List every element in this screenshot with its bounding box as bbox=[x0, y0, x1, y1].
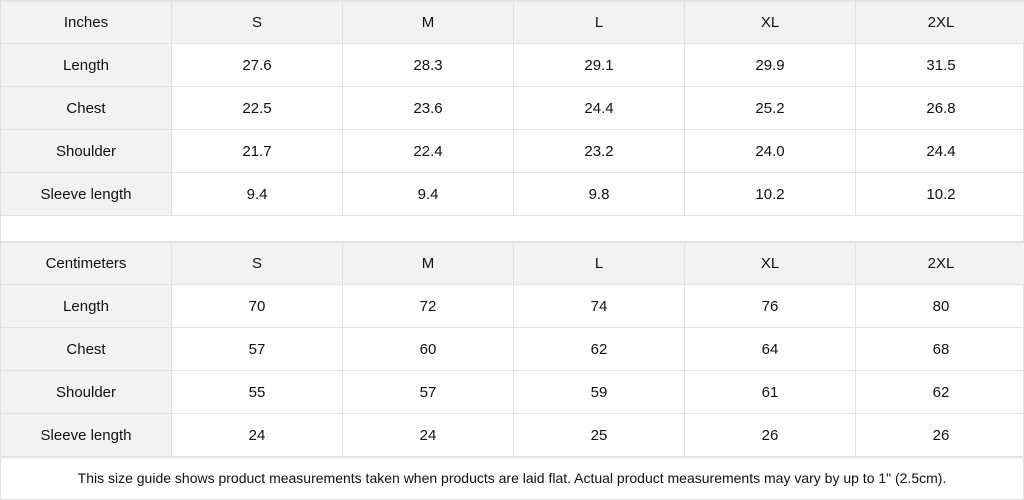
measurement-value: 10.2 bbox=[856, 173, 1024, 216]
measurement-value: 62 bbox=[514, 328, 685, 371]
size-header: 2XL bbox=[856, 2, 1024, 44]
measurement-value: 31.5 bbox=[856, 44, 1024, 87]
measurement-value: 26 bbox=[856, 414, 1024, 457]
measurement-label: Sleeve length bbox=[1, 414, 172, 457]
measurement-label: Shoulder bbox=[1, 130, 172, 173]
measurement-value: 70 bbox=[172, 285, 343, 328]
measurement-value: 29.1 bbox=[514, 44, 685, 87]
measurement-value: 24 bbox=[172, 414, 343, 457]
size-guide-footnote: This size guide shows product measuremen… bbox=[1, 457, 1023, 499]
measurement-value: 22.5 bbox=[172, 87, 343, 130]
measurement-value: 23.6 bbox=[343, 87, 514, 130]
size-header: L bbox=[514, 2, 685, 44]
measurement-label: Shoulder bbox=[1, 371, 172, 414]
measurement-value: 57 bbox=[343, 371, 514, 414]
measurement-value: 24.4 bbox=[856, 130, 1024, 173]
measurement-value: 25 bbox=[514, 414, 685, 457]
measurement-value: 62 bbox=[856, 371, 1024, 414]
measurement-label: Sleeve length bbox=[1, 173, 172, 216]
measurement-value: 76 bbox=[685, 285, 856, 328]
measurement-value: 68 bbox=[856, 328, 1024, 371]
measurement-value: 24.0 bbox=[685, 130, 856, 173]
measurement-value: 55 bbox=[172, 371, 343, 414]
table-spacer bbox=[1, 216, 1023, 242]
measurement-value: 74 bbox=[514, 285, 685, 328]
measurement-value: 9.8 bbox=[514, 173, 685, 216]
measurement-value: 59 bbox=[514, 371, 685, 414]
measurement-value: 28.3 bbox=[343, 44, 514, 87]
measurement-value: 9.4 bbox=[172, 173, 343, 216]
measurement-value: 61 bbox=[685, 371, 856, 414]
size-header: M bbox=[343, 2, 514, 44]
measurement-value: 25.2 bbox=[685, 87, 856, 130]
measurement-label: Length bbox=[1, 44, 172, 87]
size-header: S bbox=[172, 243, 343, 285]
measurement-value: 23.2 bbox=[514, 130, 685, 173]
measurement-value: 64 bbox=[685, 328, 856, 371]
measurement-value: 24.4 bbox=[514, 87, 685, 130]
unit-header: Inches bbox=[1, 2, 172, 44]
size-header: M bbox=[343, 243, 514, 285]
measurement-label: Chest bbox=[1, 87, 172, 130]
measurement-label: Chest bbox=[1, 328, 172, 371]
measurement-value: 29.9 bbox=[685, 44, 856, 87]
measurement-value: 21.7 bbox=[172, 130, 343, 173]
measurement-value: 26.8 bbox=[856, 87, 1024, 130]
size-header: XL bbox=[685, 243, 856, 285]
measurement-value: 80 bbox=[856, 285, 1024, 328]
measurement-value: 27.6 bbox=[172, 44, 343, 87]
size-header: 2XL bbox=[856, 243, 1024, 285]
measurement-value: 72 bbox=[343, 285, 514, 328]
measurement-value: 22.4 bbox=[343, 130, 514, 173]
measurement-label: Length bbox=[1, 285, 172, 328]
measurement-value: 10.2 bbox=[685, 173, 856, 216]
measurement-value: 60 bbox=[343, 328, 514, 371]
size-header: XL bbox=[685, 2, 856, 44]
measurement-value: 9.4 bbox=[343, 173, 514, 216]
size-header: S bbox=[172, 2, 343, 44]
unit-header: Centimeters bbox=[1, 243, 172, 285]
measurement-value: 24 bbox=[343, 414, 514, 457]
size-header: L bbox=[514, 243, 685, 285]
measurement-value: 57 bbox=[172, 328, 343, 371]
measurement-value: 26 bbox=[685, 414, 856, 457]
